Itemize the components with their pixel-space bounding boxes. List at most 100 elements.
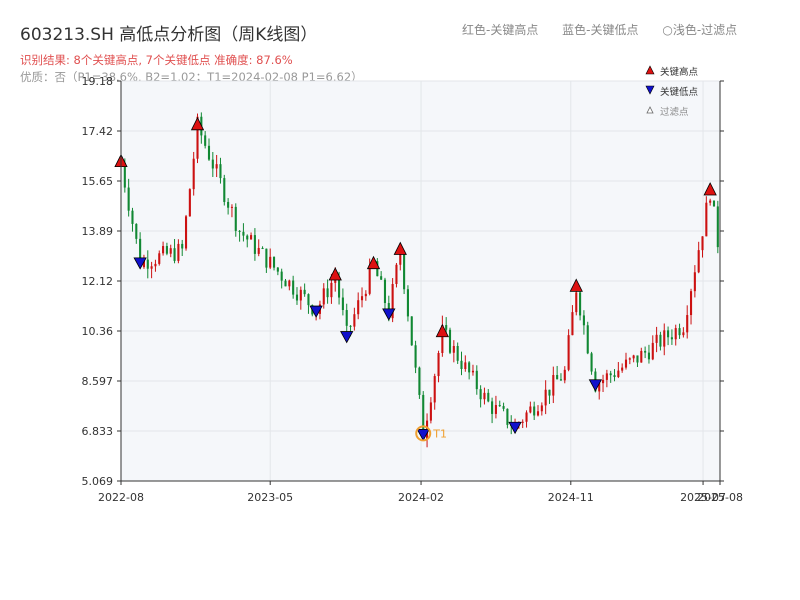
candle-body — [609, 373, 612, 376]
y-tick-label: 10.36 — [82, 325, 114, 338]
key-low-marker — [340, 331, 354, 344]
candle-body — [338, 276, 341, 298]
candle-body — [628, 358, 631, 360]
candle-body — [659, 334, 662, 347]
x-tick-label: 2022-08 — [98, 491, 144, 504]
candle-body — [674, 328, 677, 340]
candle-body — [667, 330, 670, 338]
candle-body — [448, 329, 452, 353]
candle-body — [326, 288, 329, 298]
legend-high-label: 关键高点 — [660, 66, 699, 78]
candle-body — [345, 310, 348, 326]
key-high-marker — [393, 241, 407, 255]
candle-body — [246, 235, 249, 240]
x-tick-label: 2025-07 — [680, 491, 726, 504]
candle-body — [686, 315, 689, 333]
candle-body — [640, 350, 643, 363]
y-tick-label: 6.833 — [82, 425, 114, 438]
candle-body — [709, 200, 712, 203]
candle-body — [295, 294, 299, 301]
legend-high-marker — [645, 65, 655, 75]
candle-body — [234, 206, 237, 231]
candle-body — [552, 375, 555, 396]
candle-body — [586, 325, 589, 354]
candle-body — [257, 247, 260, 254]
candle-body — [647, 352, 651, 360]
candle-body — [238, 230, 241, 232]
t1-label: T1 — [432, 427, 447, 440]
candle-body — [437, 353, 440, 377]
candle-body — [399, 252, 402, 265]
candle-body — [146, 259, 149, 269]
candle-body — [219, 164, 222, 179]
candle-body — [139, 238, 142, 268]
candle-body — [357, 300, 360, 315]
candle-body — [670, 337, 673, 340]
x-tick-label: 2024-02 — [398, 491, 444, 504]
candle-body — [211, 159, 214, 169]
candle-body — [621, 367, 624, 371]
candles — [119, 112, 719, 448]
candle-body — [712, 200, 716, 207]
candle-body — [207, 145, 211, 160]
candle-body — [487, 392, 490, 402]
key-high-marker — [328, 267, 342, 281]
candle-body — [498, 405, 501, 407]
candle-body — [491, 401, 494, 414]
candle-body — [349, 325, 352, 327]
candle-body — [169, 248, 172, 254]
x-tick-label: 2024-11 — [548, 491, 594, 504]
candle-body — [322, 288, 325, 305]
candle-body — [716, 206, 719, 248]
candle-body — [571, 312, 574, 336]
candle-body — [471, 370, 475, 373]
t1-ring — [415, 425, 432, 442]
candle-body — [601, 379, 605, 384]
key-high-marker — [435, 323, 450, 338]
candle-body — [506, 408, 509, 425]
key-low-marker — [508, 421, 522, 435]
candle-body — [127, 187, 130, 211]
candle-body — [250, 235, 253, 240]
candle-body — [162, 246, 165, 254]
candle-body — [123, 162, 126, 188]
x-tick-label: 2023-05 — [247, 491, 293, 504]
candle-body — [456, 345, 459, 361]
candle-body — [468, 362, 471, 373]
candle-body — [590, 353, 593, 372]
candle-body — [502, 406, 505, 409]
candle-body — [705, 202, 708, 237]
candle-body — [353, 314, 356, 327]
y-tick-label: 5.069 — [82, 475, 114, 488]
candle-body — [261, 247, 264, 249]
candle-body — [135, 223, 138, 239]
candle-body — [165, 246, 168, 254]
candle-body — [582, 315, 585, 326]
marker-legend: 关键高点 关键低点 过滤点 — [645, 65, 699, 118]
candle-body — [418, 367, 421, 395]
legend-red-high: 红色-关键高点 — [462, 23, 539, 37]
candle-body — [598, 383, 601, 392]
candle-body — [441, 325, 444, 354]
candle-body — [701, 236, 704, 251]
candle-body — [158, 253, 161, 264]
key-low-marker — [416, 428, 430, 442]
candle-body — [154, 263, 157, 267]
candle-body — [150, 266, 153, 269]
candle-body — [460, 360, 463, 370]
candle-body — [678, 328, 681, 336]
candle-body — [303, 289, 306, 295]
candle-body — [269, 256, 272, 268]
candle-body — [265, 248, 268, 268]
candle-body — [533, 406, 536, 416]
candle-body — [429, 402, 432, 421]
candle-body — [276, 267, 279, 272]
candle-body — [242, 231, 245, 236]
candle-body — [559, 379, 563, 381]
candle-body — [693, 272, 696, 292]
candle-body — [380, 276, 383, 280]
key-low-marker — [133, 257, 147, 270]
candle-body — [605, 373, 608, 380]
key-low-marker — [382, 308, 396, 321]
